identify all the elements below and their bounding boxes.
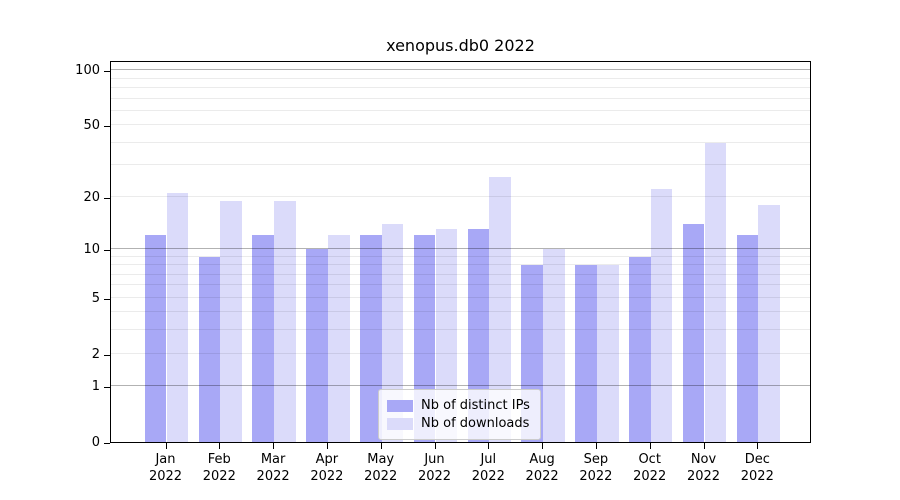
x-tick-label: Feb 2022 — [202, 452, 236, 484]
bar-downloads — [489, 176, 511, 442]
gridline-2 — [111, 352, 810, 354]
bar-distinct-ips — [144, 235, 167, 442]
x-tick-label: Jun 2022 — [417, 452, 452, 484]
legend-label-downloads: Nb of downloads — [421, 416, 530, 431]
bar-downloads — [327, 235, 350, 442]
x-tick-mark — [434, 443, 436, 449]
bar-distinct-ips — [629, 256, 651, 442]
chart-title: xenopus.db0 2022 — [386, 36, 535, 55]
bar-distinct-ips — [198, 256, 221, 442]
gridline-5 — [111, 296, 810, 298]
y-tick-label: 1 — [91, 379, 100, 395]
x-tick-label: Nov 2022 — [686, 452, 721, 484]
x-tick-mark — [542, 443, 544, 449]
gridline-20 — [111, 195, 810, 197]
bar-downloads — [596, 265, 619, 442]
gridline-100 — [111, 69, 810, 71]
bar-downloads — [381, 223, 404, 442]
y-tick-label: 20 — [83, 189, 100, 205]
bar-distinct-ips — [682, 223, 705, 442]
bar-distinct-ips — [360, 235, 382, 442]
bar-downloads — [435, 229, 458, 442]
bar-distinct-ips — [575, 265, 597, 442]
x-tick-mark — [649, 443, 651, 449]
y-tick-mark — [104, 354, 110, 356]
bar-downloads — [220, 200, 242, 442]
gridline-9 — [111, 255, 810, 257]
x-tick-label: Oct 2022 — [633, 452, 667, 484]
y-tick-label: 5 — [91, 290, 100, 306]
x-tick-label: Jul 2022 — [471, 452, 505, 484]
gridline-6 — [111, 284, 810, 286]
y-tick-label: 100 — [75, 63, 100, 79]
bar-distinct-ips — [736, 235, 759, 442]
x-tick-mark — [380, 443, 382, 449]
bar-distinct-ips — [252, 235, 275, 442]
bar-downloads — [704, 142, 727, 442]
y-tick-label: 2 — [91, 346, 100, 362]
gridline-3 — [111, 329, 810, 331]
bar-downloads — [166, 193, 189, 442]
x-tick-mark — [326, 443, 328, 449]
y-tick-mark — [104, 298, 110, 300]
legend-swatch-downloads — [387, 417, 413, 430]
gridline-7 — [111, 273, 810, 275]
x-tick-mark — [757, 443, 759, 449]
y-tick-mark — [104, 126, 110, 128]
x-tick-label: Sep 2022 — [579, 452, 613, 484]
x-tick-label: Apr 2022 — [310, 452, 344, 484]
legend-label-distinct-ips: Nb of distinct IPs — [421, 398, 530, 413]
y-tick-mark — [104, 249, 110, 251]
x-tick-label: Jan 2022 — [148, 452, 183, 484]
bar-downloads — [543, 248, 565, 442]
gridline-50 — [111, 124, 810, 126]
legend-item-distinct-ips: Nb of distinct IPs — [387, 398, 530, 413]
gridline-70 — [111, 97, 810, 99]
gridline-90 — [111, 77, 810, 79]
x-tick-label: Aug 2022 — [525, 452, 559, 484]
gridline-30 — [111, 164, 810, 166]
gridline-80 — [111, 87, 810, 88]
x-tick-label: Dec 2022 — [740, 452, 774, 484]
y-tick-mark — [104, 387, 110, 389]
y-tick-label: 10 — [83, 241, 100, 257]
y-tick-label: 50 — [83, 118, 100, 134]
legend: Nb of distinct IPs Nb of downloads — [378, 389, 541, 440]
bar-distinct-ips — [467, 229, 490, 442]
y-tick-mark — [104, 71, 110, 73]
legend-swatch-distinct-ips — [387, 399, 413, 412]
x-tick-label: Mar 2022 — [256, 452, 290, 484]
gridline-4 — [111, 311, 810, 313]
gridline-8 — [111, 264, 810, 265]
gridline-1 — [111, 385, 810, 387]
x-tick-mark — [219, 443, 221, 449]
x-tick-mark — [488, 443, 490, 449]
y-tick-label: 0 — [91, 435, 100, 450]
gridline-10 — [111, 247, 810, 249]
bar-downloads — [758, 204, 780, 442]
plot-area — [110, 61, 811, 443]
gridline-60 — [111, 109, 810, 111]
y-tick-mark — [104, 197, 110, 199]
gridline-40 — [111, 141, 810, 143]
x-tick-mark — [595, 443, 597, 449]
bar-distinct-ips — [306, 248, 328, 442]
x-tick-label: May 2022 — [364, 452, 398, 484]
y-tick-mark — [104, 443, 110, 444]
legend-item-downloads: Nb of downloads — [387, 416, 530, 431]
bar-downloads — [274, 200, 296, 442]
x-tick-mark — [165, 443, 167, 449]
x-tick-mark — [703, 443, 705, 449]
x-tick-mark — [273, 443, 275, 449]
bar-downloads — [650, 189, 673, 442]
